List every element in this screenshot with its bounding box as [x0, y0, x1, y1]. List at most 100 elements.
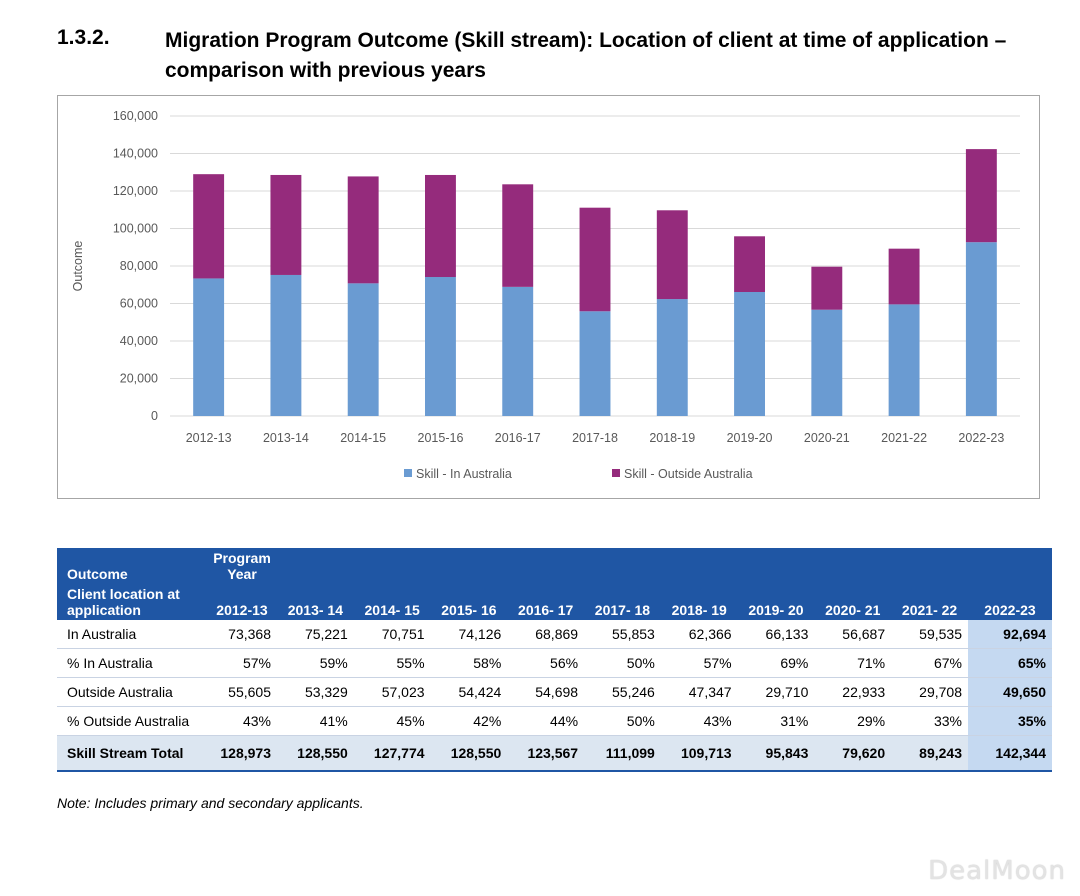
table-cell: 29,708 [891, 677, 968, 707]
y-tick-label: 20,000 [120, 372, 158, 386]
y-axis-title: Outcome [71, 241, 85, 292]
bar-in-australia [425, 277, 456, 416]
table-cell: 65% [968, 648, 1052, 678]
row-label: Skill Stream Total [57, 735, 207, 772]
table-row: Outside Australia 55,605 53,329 57,023 54,42… [57, 677, 1052, 707]
x-tick-label: 2012-13 [186, 431, 232, 445]
bar-outside-australia [347, 176, 379, 284]
table-cell: 75,221 [277, 620, 354, 649]
bar-outside-australia [888, 248, 920, 305]
table-cell: 59% [277, 648, 354, 678]
bar-in-australia [656, 299, 688, 416]
x-tick-label: 2016-17 [495, 431, 541, 445]
header-program-year: Program Year [207, 548, 277, 584]
table-cell: 44% [507, 706, 585, 736]
table-cell: 74,126 [430, 620, 508, 649]
bar-in-australia [734, 292, 765, 416]
header-spacer [277, 548, 1052, 584]
bar-outside-australia [270, 174, 302, 275]
header-year: 2016- 17 [507, 584, 585, 620]
table-cell: 35% [968, 706, 1052, 736]
table-cell: 95,843 [737, 735, 815, 772]
x-tick-label: 2019-20 [727, 431, 773, 445]
table-cell: 43% [207, 706, 277, 736]
table-cell: 89,243 [891, 735, 968, 772]
table-cell: 68,869 [507, 620, 585, 649]
y-tick-label: 60,000 [120, 297, 158, 311]
header-year: 2020- 21 [814, 584, 892, 620]
outcome-table: Outcome Program Year Client location at … [57, 548, 1052, 772]
table-cell: 54,698 [507, 677, 585, 707]
table-cell: 47,347 [660, 677, 738, 707]
table-cell: 57% [660, 648, 738, 678]
table-row: In Australia 73,368 75,221 70,751 74,126 68,8… [57, 620, 1052, 649]
bar-in-australia [888, 304, 920, 416]
table-cell: 50% [584, 706, 661, 736]
table-cell: 92,694 [968, 620, 1052, 649]
table-cell: 45% [353, 706, 431, 736]
legend-label: Skill - In Australia [416, 467, 512, 481]
table-cell: 42% [430, 706, 508, 736]
bar-outside-australia [425, 174, 456, 278]
table-cell: 56% [507, 648, 585, 678]
x-tick-label: 2022-23 [958, 431, 1004, 445]
bar-outside-australia [965, 149, 997, 243]
header-year: 2022-23 [968, 584, 1052, 620]
table-cell: 71% [814, 648, 892, 678]
table-cell: 109,713 [660, 735, 738, 772]
table-cell: 127,774 [353, 735, 431, 772]
table-cell: 73,368 [207, 620, 277, 649]
table-cell: 43% [660, 706, 738, 736]
section-number: 1.3.2. [57, 26, 110, 49]
table-cell: 66,133 [737, 620, 815, 649]
bar-in-australia [347, 283, 379, 416]
table-cell: 31% [737, 706, 815, 736]
bar-outside-australia [734, 236, 765, 293]
x-tick-label: 2015-16 [418, 431, 464, 445]
table-cell: 79,620 [814, 735, 892, 772]
table-cell: 70,751 [353, 620, 431, 649]
bar-outside-australia [502, 184, 534, 287]
header-year: 2018- 19 [660, 584, 738, 620]
header-year: 2015- 16 [430, 584, 508, 620]
legend-swatch-outside-australia [612, 469, 620, 477]
y-tick-label: 40,000 [120, 334, 158, 348]
row-label: % In Australia [57, 648, 207, 678]
x-tick-label: 2020-21 [804, 431, 850, 445]
section-title: Migration Program Outcome (Skill stream)… [165, 29, 1007, 82]
bar-outside-australia [656, 210, 688, 300]
header-year: 2021- 22 [891, 584, 968, 620]
bar-in-australia [270, 274, 302, 416]
table-cell: 29,710 [737, 677, 815, 707]
table-cell: 59,535 [891, 620, 968, 649]
legend-label: Skill - Outside Australia [624, 467, 753, 481]
table-cell: 54,424 [430, 677, 508, 707]
table-cell: 22,933 [814, 677, 892, 707]
table-header-row-1: Outcome Program Year [57, 548, 1052, 584]
x-tick-label: 2014-15 [340, 431, 386, 445]
table-row: % Outside Australia 43% 41% 45% 42% 44% 50% 43%… [57, 706, 1052, 736]
header-year: 2014- 15 [353, 584, 431, 620]
table-header-row-2: Client location at application 2012-13 20… [57, 584, 1052, 620]
x-tick-label: 2018-19 [649, 431, 695, 445]
y-tick-label: 0 [151, 409, 158, 423]
table-cell: 62,366 [660, 620, 738, 649]
header-year: 2012-13 [207, 584, 277, 620]
watermark-logo: DealMoon [928, 856, 1066, 886]
table-cell: 33% [891, 706, 968, 736]
table-cell: 50% [584, 648, 661, 678]
table-cell: 128,550 [430, 735, 508, 772]
y-tick-label: 140,000 [113, 147, 158, 161]
y-tick-label: 120,000 [113, 184, 158, 198]
table-total-row: Skill Stream Total 128,973 128,550 127,774 1… [57, 735, 1052, 772]
y-tick-label: 100,000 [113, 222, 158, 236]
table-cell: 49,650 [968, 677, 1052, 707]
table-cell: 53,329 [277, 677, 354, 707]
bar-outside-australia [193, 174, 225, 279]
table-cell: 57% [207, 648, 277, 678]
y-tick-label: 160,000 [113, 109, 158, 123]
x-tick-label: 2021-22 [881, 431, 927, 445]
table-cell: 111,099 [584, 735, 661, 772]
table-cell: 69% [737, 648, 815, 678]
table-cell: 67% [891, 648, 968, 678]
